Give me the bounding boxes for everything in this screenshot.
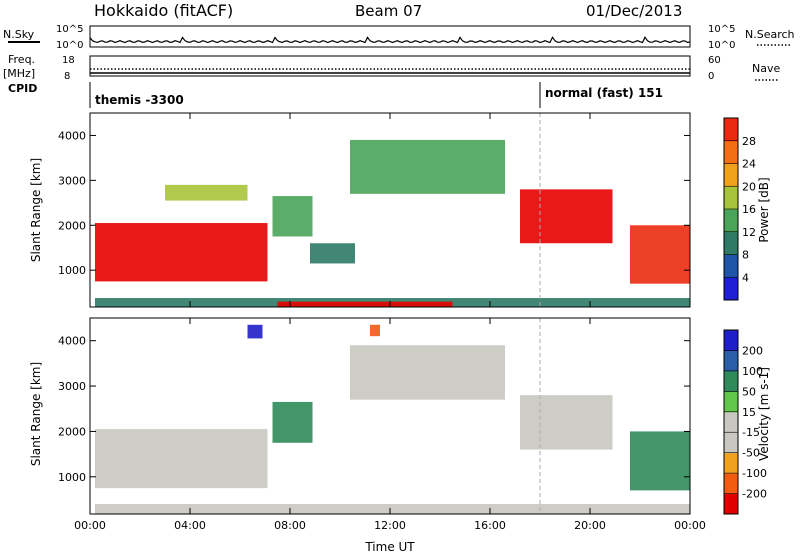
velocity-colorbar-tick-label-3: -50 [742, 447, 760, 460]
nsky-trace [89, 36, 691, 44]
velocity-region-8 [95, 504, 690, 514]
velocity-colorbar-tick-label-8: 200 [742, 344, 763, 357]
power-colorbar-tick-label-4: 16 [742, 203, 756, 216]
power-region-7 [630, 225, 690, 284]
power-region-5 [350, 139, 505, 194]
power-ytick-label-4: 4000 [58, 129, 86, 142]
nave-tick-bottom: 0 [708, 71, 714, 82]
nave-tick-top: 60 [708, 55, 721, 66]
power-region-6 [520, 189, 613, 244]
velocity-ytick-label-4: 4000 [58, 335, 86, 348]
power-colorbar-swatch-1 [724, 277, 738, 301]
power-colorbar-tick-label-5: 20 [742, 180, 756, 193]
freq-tick-top: 18 [62, 55, 75, 66]
power-colorbar-tick-label-3: 12 [742, 226, 756, 239]
velocity-ytick-label-1: 1000 [58, 471, 86, 484]
power-region-2 [165, 184, 248, 201]
velocity-colorbar-swatch-9 [724, 330, 738, 351]
power-region-1 [95, 223, 268, 282]
power-colorbar-tick-label-6: 24 [742, 158, 756, 171]
power-ylabel: Slant Range [km] [29, 158, 43, 262]
velocity-xtick-label-3: 08:00 [274, 519, 306, 532]
velocity-colorbar-swatch-2 [724, 473, 738, 495]
velocity-colorbar-tick-label-4: -15 [742, 426, 760, 439]
cpid-label: CPID [8, 82, 37, 95]
nsearch-tick-top: 10^5 [708, 24, 735, 35]
velocity-region-7 [370, 324, 380, 337]
power-colorbar-swatch-4 [724, 209, 738, 233]
velocity-xtick-label-4: 12:00 [374, 519, 406, 532]
nsky-panel-frame [89, 25, 691, 48]
power-colorbar-swatch-3 [724, 231, 738, 255]
freq-panel-frame [89, 55, 691, 77]
velocity-colorbar-label: Velocity [m s-1] [757, 367, 771, 461]
nsky-label: N.Sky [3, 28, 35, 41]
velocity-colorbar-tick-label-1: -200 [742, 488, 767, 501]
power-region-9 [277, 301, 453, 307]
velocity-colorbar-tick-label-5: 15 [742, 406, 756, 419]
velocity-region-2 [272, 401, 313, 443]
power-colorbar-tick-label-1: 4 [742, 271, 749, 284]
velocity-colorbar-tick-label-2: -100 [742, 467, 767, 480]
power-region-4 [310, 243, 355, 264]
nsearch-tick-bottom: 10^0 [708, 40, 735, 51]
cpid-segment-2: normal (fast) 151 [545, 86, 663, 100]
station-title: Hokkaido (fitACF) [94, 1, 233, 20]
power-region-3 [272, 196, 313, 237]
velocity-colorbar-swatch-6 [724, 391, 738, 413]
velocity-ytick-label-2: 2000 [58, 425, 86, 438]
date-title: 01/Dec/2013 [586, 2, 682, 20]
power-colorbar: 4 8 12 16 20 24 28 [723, 117, 756, 301]
velocity-xtick-label-2: 04:00 [174, 519, 206, 532]
power-colorbar-swatch-8 [724, 118, 738, 142]
velocity-colorbar-swatch-3 [724, 452, 738, 474]
freq-unit: [MHz] [3, 67, 35, 80]
power-colorbar-label: Power [dB] [757, 177, 771, 242]
velocity-colorbar-swatch-4 [724, 432, 738, 454]
power-colorbar-tick-label-2: 8 [742, 249, 749, 262]
power-ytick-label-3: 3000 [58, 174, 86, 187]
cpid-segment-1: themis -3300 [95, 93, 184, 107]
velocity-region-3 [350, 345, 505, 400]
velocity-colorbar-swatch-1 [724, 493, 738, 515]
power-ytick-label-1: 1000 [58, 264, 86, 277]
power-colorbar-swatch-5 [724, 186, 738, 210]
nsky-tick-bottom: 10^0 [56, 40, 83, 51]
velocity-region-5 [630, 431, 690, 491]
velocity-colorbar-swatch-8 [724, 350, 738, 372]
freq-tick-bottom: 8 [64, 71, 70, 82]
power-colorbar-swatch-6 [724, 163, 738, 187]
nsearch-label: N.Search [745, 28, 795, 41]
velocity-colorbar-tick-label-6: 50 [742, 385, 756, 398]
beam-title: Beam 07 [355, 2, 422, 20]
power-colorbar-swatch-2 [724, 254, 738, 278]
velocity-xtick-label-6: 20:00 [574, 519, 606, 532]
velocity-ytick-label-3: 3000 [58, 380, 86, 393]
velocity-colorbar-swatch-5 [724, 411, 738, 433]
velocity-region-4 [520, 395, 613, 450]
velocity-xtick-label-7: 00:00 [674, 519, 706, 532]
velocity-colorbar: -200 -100 -50 -15 15 50 100 200 [723, 329, 767, 515]
time-xlabel: Time UT [364, 540, 415, 554]
freq-label: Freq. [8, 53, 35, 66]
power-ytick-label-2: 2000 [58, 219, 86, 232]
nsky-line [89, 36, 691, 44]
power-colorbar-swatch-7 [724, 140, 738, 164]
velocity-colorbar-frame [723, 329, 739, 515]
nsky-tick-top: 10^5 [56, 24, 83, 35]
velocity-ylabel: Slant Range [km] [29, 362, 43, 466]
power-colorbar-tick-label-7: 28 [742, 135, 756, 148]
velocity-region-6 [247, 324, 263, 339]
velocity-xtick-label-1: 00:00 [74, 519, 106, 532]
velocity-xtick-label-5: 16:00 [474, 519, 506, 532]
velocity-panel: 1000 2000 3000 4000 00:00 04:00 08:00 12:00 16:0… [58, 317, 706, 532]
power-panel: 1000 2000 3000 4000 [58, 112, 691, 308]
nave-label: Nave [752, 62, 780, 75]
velocity-region-1 [95, 429, 268, 489]
velocity-colorbar-swatch-7 [724, 370, 738, 392]
velocity-colorbar-tick-label-7: 100 [742, 365, 763, 378]
